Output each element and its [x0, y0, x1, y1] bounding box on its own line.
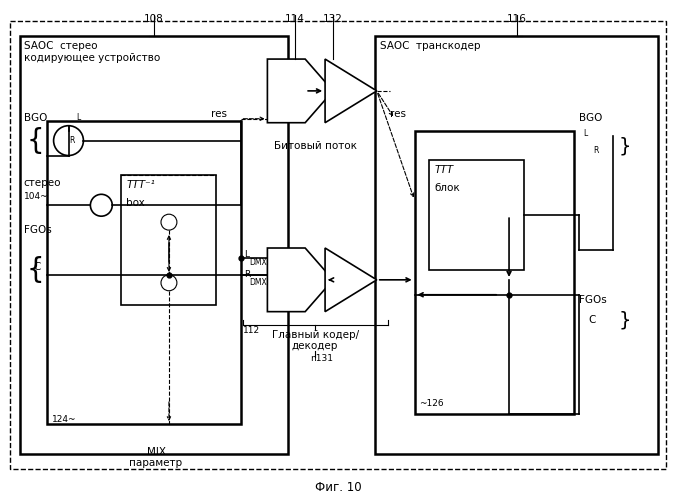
Text: L: L — [76, 113, 80, 122]
Polygon shape — [268, 248, 333, 312]
Text: MIX
параметр: MIX параметр — [130, 447, 183, 469]
Text: блок: блок — [435, 183, 460, 194]
Text: DMX: DMX — [249, 278, 267, 287]
Text: ТТТ⁻¹: ТТТ⁻¹ — [126, 180, 155, 191]
Text: SAOC  транскодер: SAOC транскодер — [380, 41, 480, 51]
Text: Битовый поток: Битовый поток — [274, 141, 357, 151]
Text: L: L — [583, 129, 588, 138]
Text: FGOs: FGOs — [579, 295, 606, 305]
Text: 108: 108 — [144, 14, 164, 24]
Text: R: R — [594, 146, 599, 155]
Bar — [375, 36, 658, 454]
Text: 124~: 124~ — [51, 415, 76, 424]
Text: 116: 116 — [507, 14, 527, 24]
Text: BGO: BGO — [24, 113, 47, 123]
Text: ~126: ~126 — [420, 399, 444, 408]
Text: 112: 112 — [243, 325, 260, 334]
Text: SAOC  стерео
кодирующее устройство: SAOC стерео кодирующее устройство — [24, 41, 160, 63]
Text: R: R — [69, 136, 74, 145]
Polygon shape — [325, 248, 377, 312]
Text: }: } — [619, 136, 631, 155]
Bar — [429, 161, 524, 270]
Bar — [414, 131, 574, 414]
Text: DMX: DMX — [249, 258, 267, 267]
Text: {: { — [27, 256, 45, 284]
Bar — [47, 121, 241, 424]
Text: 114: 114 — [285, 14, 305, 24]
Text: 104~: 104~ — [24, 192, 49, 201]
Text: Главный кодер/
декодер: Главный кодер/ декодер — [272, 329, 359, 351]
Text: }: } — [619, 310, 631, 329]
Text: C: C — [589, 315, 596, 325]
Text: R: R — [245, 270, 251, 279]
Polygon shape — [268, 59, 333, 123]
Text: C: C — [34, 262, 41, 272]
Text: FGOs: FGOs — [24, 225, 51, 235]
Text: L: L — [245, 250, 249, 259]
Text: res: res — [211, 109, 226, 119]
Text: BGO: BGO — [579, 113, 602, 123]
Text: n131: n131 — [310, 354, 333, 363]
Text: {: { — [27, 127, 45, 155]
Bar — [121, 176, 216, 305]
Text: res: res — [389, 109, 406, 119]
Bar — [20, 36, 288, 454]
Text: стерео: стерео — [24, 179, 62, 189]
Text: ТТТ: ТТТ — [435, 166, 454, 176]
Text: box: box — [126, 198, 145, 208]
Text: 132: 132 — [323, 14, 343, 24]
Text: Фиг. 10: Фиг. 10 — [315, 481, 361, 494]
Polygon shape — [325, 59, 377, 123]
